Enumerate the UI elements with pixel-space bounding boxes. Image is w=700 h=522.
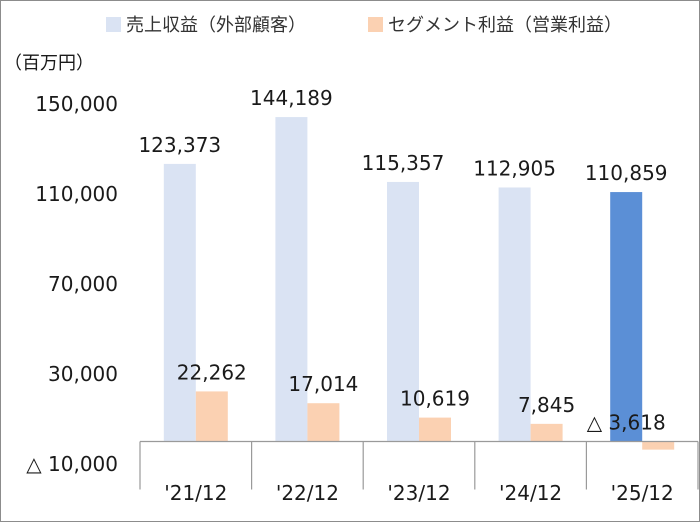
- legend-label-segment-profit: セグメント利益（営業利益）: [388, 15, 622, 36]
- data-label-segment-profit: 22,262: [177, 360, 247, 384]
- y-tick-label: 70,000: [48, 272, 118, 296]
- bar-revenue: [163, 163, 196, 442]
- bar-segment-profit: [530, 423, 563, 442]
- legend: 売上収益（外部顧客） セグメント利益（営業利益）: [106, 15, 622, 36]
- y-tick-label: 110,000: [35, 182, 118, 206]
- y-tick-label: 150,000: [35, 92, 118, 116]
- data-label-segment-profit: △ 3,618: [587, 411, 666, 435]
- unit-label: （百万円）: [4, 53, 94, 74]
- bar-segment-profit: [307, 403, 340, 442]
- bar-revenue: [275, 117, 308, 442]
- legend-swatch-segment-profit: [368, 17, 383, 32]
- data-label-revenue: 123,373: [138, 133, 221, 157]
- legend-label-revenue: 売上収益（外部顧客）: [126, 15, 306, 36]
- y-tick-label: 30,000: [48, 362, 118, 386]
- data-label-revenue: 112,905: [473, 156, 556, 180]
- bars: [163, 117, 675, 450]
- bar-segment-profit: [419, 417, 451, 442]
- data-label-revenue: 115,357: [362, 151, 445, 175]
- x-tick-label: '21/12: [164, 481, 227, 505]
- y-axis: △ 10,000 30,000 70,000 110,000 150,000: [26, 92, 118, 476]
- data-label-segment-profit: 17,014: [288, 372, 358, 396]
- data-labels: 123,373 22,262 144,189 17,014 115,357 10,619 1…: [138, 86, 667, 434]
- bar-revenue: [387, 181, 419, 442]
- x-tick-label: '24/12: [499, 481, 562, 505]
- data-label-revenue: 144,189: [250, 86, 333, 110]
- x-tick-label: '25/12: [611, 481, 674, 505]
- legend-swatch-revenue: [106, 17, 121, 32]
- y-tick-label: △ 10,000: [26, 452, 118, 476]
- bar-revenue: [498, 187, 531, 442]
- bar-segment-profit: [195, 391, 228, 442]
- bar-segment-profit: [642, 441, 675, 450]
- x-tick-label: '23/12: [387, 481, 450, 505]
- x-tick-label: '22/12: [276, 481, 339, 505]
- x-axis: '21/12 '22/12 '23/12 '24/12 '25/12: [139, 441, 699, 505]
- bar-revenue: [610, 192, 643, 442]
- data-label-segment-profit: 10,619: [400, 387, 470, 411]
- data-label-revenue: 110,859: [585, 161, 668, 185]
- data-label-segment-profit: 7,845: [518, 393, 575, 417]
